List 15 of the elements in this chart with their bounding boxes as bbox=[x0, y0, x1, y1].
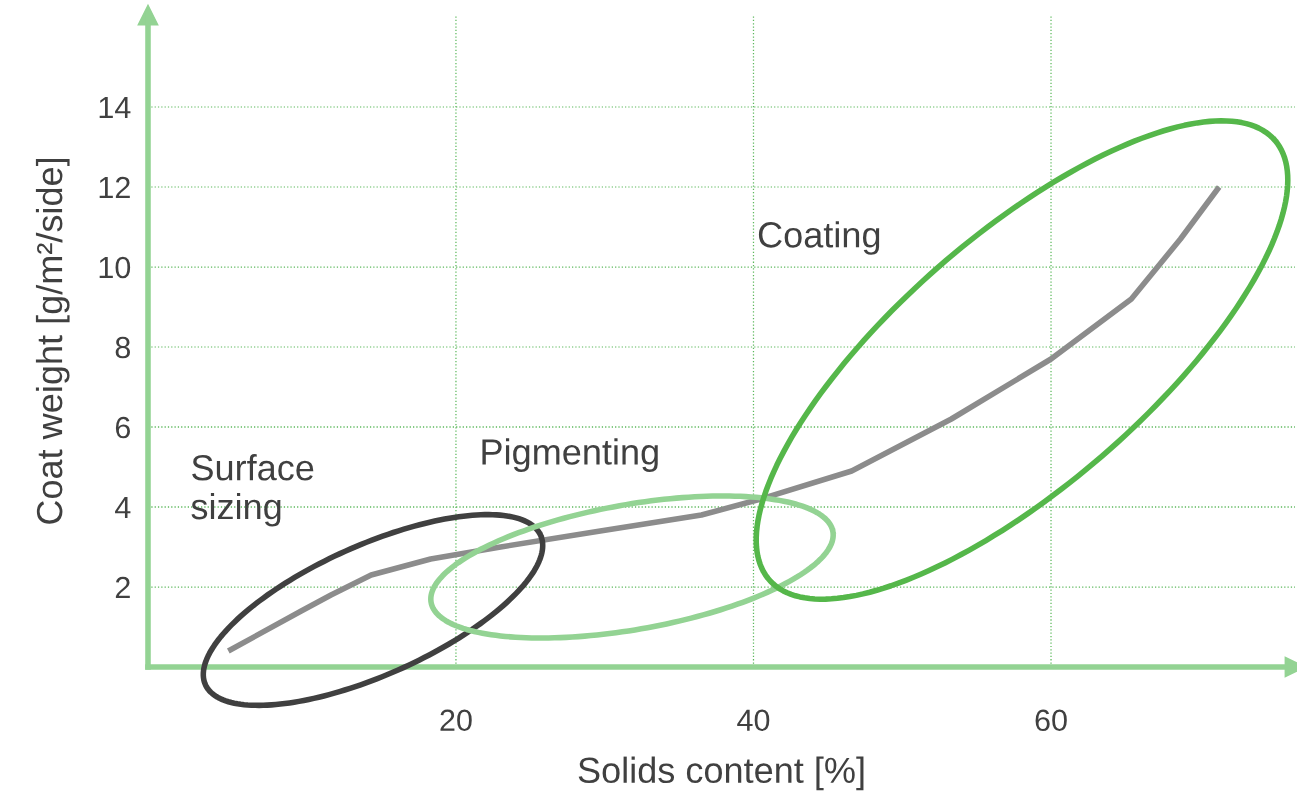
annotation: Coating bbox=[758, 221, 880, 255]
y-axis-title: Coat weight [g/m²/side] bbox=[35, 158, 70, 524]
y-tick-label: 14 bbox=[99, 97, 131, 119]
x-tick-label: 40 bbox=[737, 709, 770, 732]
y-tick-label: 4 bbox=[115, 497, 131, 519]
y-tick-label: 2 bbox=[115, 576, 130, 599]
y-tick-label: 8 bbox=[115, 336, 131, 359]
y-tick-label: 12 bbox=[99, 176, 130, 199]
y-tick-label: 6 bbox=[115, 416, 130, 439]
x-axis-title: Solids content [%] bbox=[578, 756, 864, 791]
annotation: Surface sizing bbox=[191, 454, 314, 527]
x-tick-label: 60 bbox=[1035, 709, 1067, 732]
y-tick-label: 10 bbox=[99, 256, 131, 279]
x-tick-label: 20 bbox=[440, 709, 472, 732]
annotation: Pigmenting bbox=[482, 438, 658, 472]
